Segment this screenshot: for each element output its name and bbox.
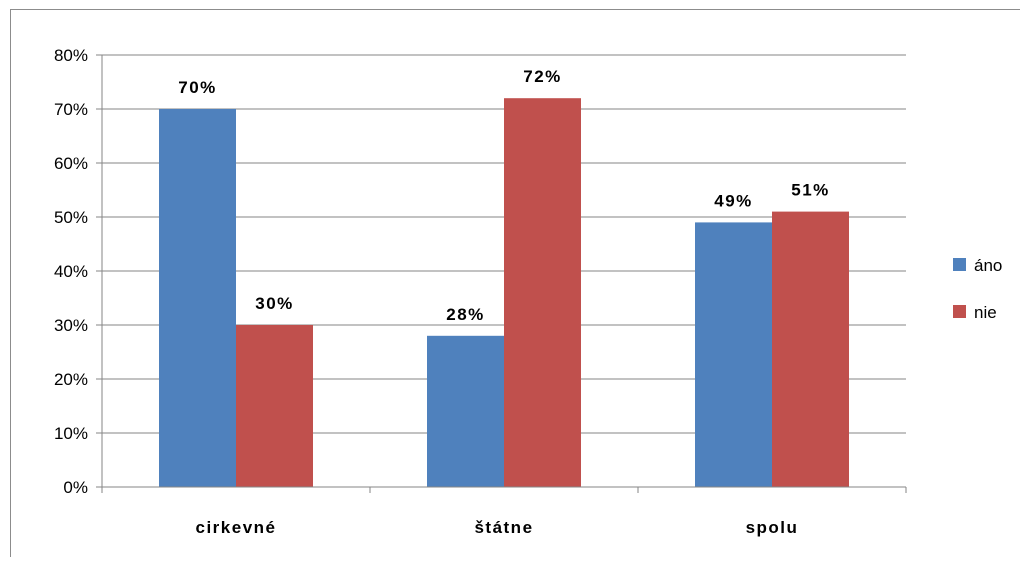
y-tick-label: 10% bbox=[54, 424, 88, 443]
data-label: 70% bbox=[178, 78, 217, 97]
data-label: 51% bbox=[791, 181, 830, 200]
legend-swatch bbox=[953, 258, 966, 271]
bar bbox=[159, 109, 236, 487]
y-tick-label: 60% bbox=[54, 154, 88, 173]
bar bbox=[695, 222, 772, 487]
legend-swatch bbox=[953, 305, 966, 318]
x-tick-label: spolu bbox=[746, 518, 799, 537]
data-label: 49% bbox=[714, 191, 753, 210]
bar bbox=[504, 98, 581, 487]
data-label: 30% bbox=[255, 294, 294, 313]
x-tick-label: cirkevné bbox=[196, 518, 277, 537]
data-labels: 70% 30% 28% 72% 49% 51% bbox=[178, 67, 830, 324]
data-label: 72% bbox=[523, 67, 562, 86]
y-tick-label: 40% bbox=[54, 262, 88, 281]
x-tick-label: štátne bbox=[474, 518, 533, 537]
y-tick-label: 80% bbox=[54, 46, 88, 65]
y-tick-label: 50% bbox=[54, 208, 88, 227]
y-tick-label: 20% bbox=[54, 370, 88, 389]
data-label: 28% bbox=[446, 305, 485, 324]
x-axis: cirkevné štátne spolu bbox=[101, 55, 907, 537]
bars bbox=[159, 98, 849, 487]
bar bbox=[427, 335, 504, 487]
legend-label: áno bbox=[974, 256, 1002, 275]
chart-frame bbox=[10, 9, 1020, 557]
y-tick-label: 0% bbox=[63, 478, 88, 497]
y-axis-ticks: 0% 10% 20% 30% 40% 50% 60% 70% 80% bbox=[54, 46, 88, 497]
legend: áno nie bbox=[953, 256, 1002, 322]
y-tick-label: 70% bbox=[54, 100, 88, 119]
bar bbox=[236, 325, 313, 487]
legend-label: nie bbox=[974, 303, 997, 322]
y-tick-label: 30% bbox=[54, 316, 88, 335]
bar bbox=[772, 211, 849, 487]
